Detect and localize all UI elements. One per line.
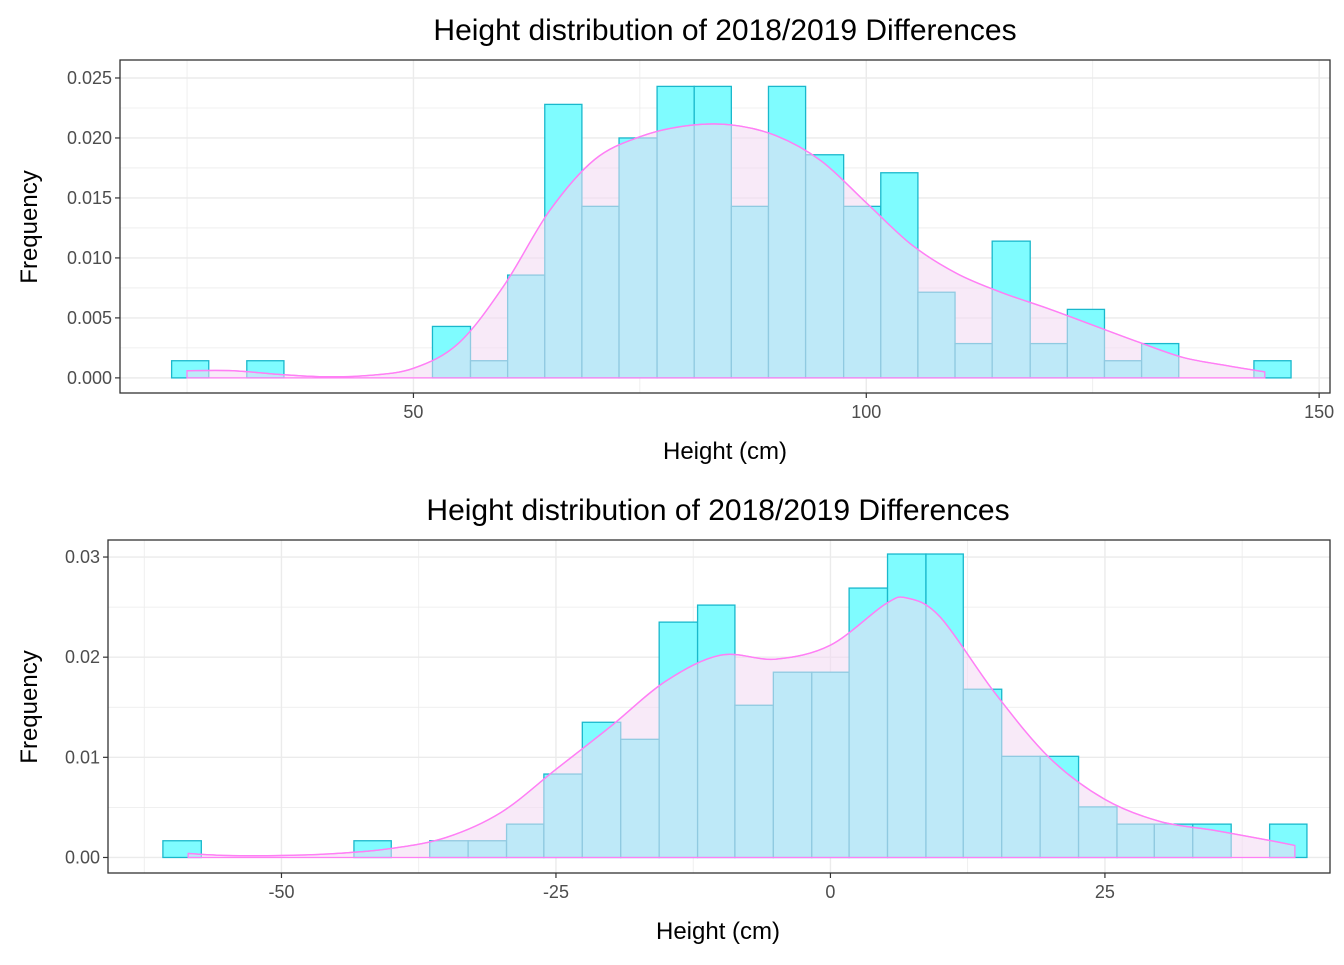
x-tick-label: -50 [268,882,294,902]
y-tick-label: 0.005 [67,308,112,328]
x-tick-label: 50 [403,402,423,422]
density-area [186,123,1266,379]
x-tick-label: 0 [825,882,835,902]
x-tick-label: 150 [1304,402,1334,422]
chart-title: Height distribution of 2018/2019 Differe… [426,494,1009,527]
chart-title: Height distribution of 2018/2019 Differe… [433,14,1016,47]
density-curve [187,123,1265,378]
x-tick-label: -25 [543,882,569,902]
y-axis-label: Frequency [16,170,43,283]
bottom-histogram: -50 -25 0 25 0.00 0.01 0.02 0.03 Height distrib… [16,494,1331,945]
x-axis-label: Height (cm) [663,438,787,465]
y-tick-label: 0.02 [65,647,100,667]
panel-border [119,59,1331,394]
x-tick-label: 25 [1095,882,1115,902]
y-tick-label: 0.01 [65,747,100,767]
y-tick-label: 0.00 [65,847,100,867]
y-tick-label: 0.020 [67,128,112,148]
y-tick-label: 0.025 [67,68,112,88]
plot-area: 50 100 150 0.000 0.005 0.010 0.015 0.020 0.025 [67,59,1334,422]
y-axis-label: Frequency [16,650,43,763]
panel-border [107,539,1331,874]
x-axis-label: Height (cm) [656,918,780,945]
plot-area: -50 -25 0 25 0.00 0.01 0.02 0.03 [65,539,1331,902]
y-tick-label: 0.015 [67,188,112,208]
y-tick-label: 0.010 [67,248,112,268]
density-curve [188,596,1296,857]
x-tick-label: 100 [851,402,881,422]
top-histogram: 50 100 150 0.000 0.005 0.010 0.015 0.020 0.025 H… [16,14,1334,465]
density-area [187,596,1296,859]
y-tick-label: 0.000 [67,368,112,388]
y-tick-label: 0.03 [65,547,100,567]
